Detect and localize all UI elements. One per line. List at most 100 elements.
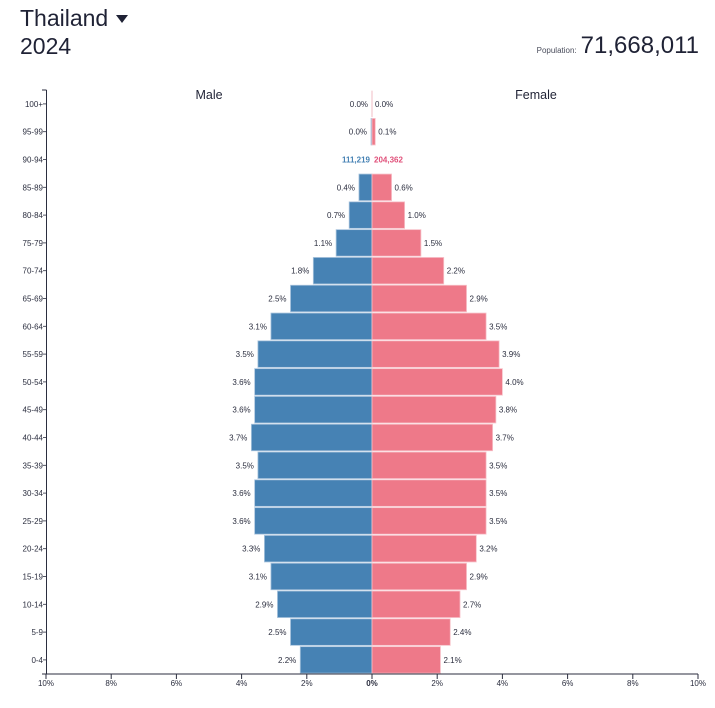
- female-bar[interactable]: [371, 284, 467, 313]
- pyramid-row[interactable]: 2.5% 2.4%: [268, 618, 471, 646]
- age-group-label: 95-99: [23, 128, 44, 137]
- pyramid-row[interactable]: 3.1% 3.5%: [249, 312, 508, 340]
- female-bar[interactable]: [371, 646, 441, 674]
- population-value: 71,668,011: [580, 32, 699, 59]
- male-series-label: Male: [195, 88, 222, 102]
- male-bar[interactable]: [348, 201, 373, 229]
- pyramid-row[interactable]: 2.5% 2.9%: [268, 284, 488, 313]
- female-value-label: 3.8%: [499, 406, 517, 415]
- female-bar[interactable]: [371, 535, 477, 563]
- x-tick-label: 6%: [171, 679, 183, 688]
- female-series-label: Female: [515, 88, 557, 102]
- male-bar[interactable]: [250, 423, 373, 452]
- year-label: 2024: [20, 33, 72, 59]
- female-bar[interactable]: [371, 368, 503, 396]
- pyramid-row[interactable]: 3.6% 3.5%: [232, 479, 507, 507]
- male-bar[interactable]: [299, 646, 373, 674]
- age-group-label: 80-84: [23, 211, 44, 220]
- pyramid-row[interactable]: 3.7% 3.7%: [229, 423, 514, 452]
- pyramid-row[interactable]: 3.6% 3.8%: [232, 396, 517, 424]
- pyramid-row[interactable]: 0.4% 0.6%: [337, 173, 413, 201]
- female-bar[interactable]: [371, 118, 376, 146]
- pyramid-row[interactable]: 3.6% 3.5%: [232, 507, 507, 535]
- female-bar[interactable]: [371, 312, 487, 340]
- age-group-label: 55-59: [23, 350, 44, 359]
- female-bar[interactable]: [371, 618, 451, 646]
- male-value-label: 3.6%: [232, 489, 250, 498]
- male-value-label: 3.5%: [236, 350, 254, 359]
- age-group-label: 10-14: [23, 600, 44, 609]
- pyramid-row[interactable]: 0.7% 1.0%: [327, 201, 426, 229]
- age-group-label: 15-19: [23, 573, 44, 582]
- male-value-label: 3.6%: [232, 517, 250, 526]
- male-value-label: 3.1%: [249, 573, 267, 582]
- pyramid-row[interactable]: 2.2% 2.1%: [278, 646, 462, 674]
- male-bar[interactable]: [335, 229, 373, 257]
- axes-group: 100+ 95-99 90-94 85-89 80-84 75-79 70-74 65-69 6…: [23, 89, 706, 688]
- female-value-label: 1.0%: [408, 211, 426, 220]
- male-bar[interactable]: [254, 396, 373, 424]
- female-value-label: 0.1%: [378, 128, 396, 137]
- male-value-label: 2.5%: [268, 295, 286, 304]
- male-value-label: 1.1%: [314, 239, 332, 248]
- male-bar[interactable]: [257, 451, 373, 479]
- age-group-label: 35-39: [23, 461, 44, 470]
- female-value-label: 204,362: [374, 156, 403, 165]
- age-group-label: 90-94: [23, 156, 44, 165]
- female-value-label: 3.9%: [502, 350, 520, 359]
- population-label: Population:: [536, 46, 577, 55]
- female-bar[interactable]: [371, 340, 500, 368]
- age-group-label: 60-64: [23, 322, 44, 331]
- male-bar[interactable]: [277, 590, 373, 618]
- female-bar[interactable]: [371, 423, 494, 452]
- age-group-label: 25-29: [23, 517, 44, 526]
- pyramid-row[interactable]: 111,219 204,362: [342, 156, 404, 165]
- male-bar[interactable]: [290, 618, 373, 646]
- male-bar[interactable]: [254, 368, 373, 396]
- pyramid-row[interactable]: 3.3% 3.2%: [242, 535, 498, 563]
- pyramid-row[interactable]: 1.8% 2.2%: [291, 257, 465, 285]
- female-bar[interactable]: [371, 507, 487, 535]
- male-value-label: 2.9%: [255, 600, 273, 609]
- population-total: Population: 71,668,011: [537, 32, 699, 60]
- male-bar[interactable]: [312, 257, 373, 285]
- female-value-label: 0.0%: [375, 100, 393, 109]
- pyramid-row[interactable]: 3.5% 3.5%: [236, 451, 508, 479]
- age-group-label: 30-34: [23, 489, 44, 498]
- x-tick-label: 10%: [38, 679, 54, 688]
- pyramid-row[interactable]: 0.0% 0.0%: [350, 90, 393, 118]
- male-bar[interactable]: [254, 507, 373, 535]
- male-bar[interactable]: [254, 479, 373, 507]
- female-bar[interactable]: [371, 201, 405, 229]
- male-bar[interactable]: [270, 562, 373, 591]
- female-bar[interactable]: [371, 451, 487, 479]
- male-bar[interactable]: [270, 312, 373, 340]
- male-bar[interactable]: [257, 340, 373, 368]
- female-bar[interactable]: [371, 173, 392, 201]
- pyramid-row[interactable]: 0.0% 0.1%: [349, 118, 397, 146]
- pyramid-row[interactable]: 3.1% 2.9%: [249, 562, 488, 591]
- pyramid-row[interactable]: 3.5% 3.9%: [236, 340, 521, 368]
- male-bar[interactable]: [264, 535, 373, 563]
- male-value-label: 0.7%: [327, 211, 345, 220]
- pyramid-row[interactable]: 1.1% 1.5%: [314, 229, 442, 257]
- x-tick-label: 8%: [627, 679, 639, 688]
- x-tick-label: 10%: [690, 679, 706, 688]
- age-group-label: 70-74: [23, 267, 44, 276]
- x-tick-label: 8%: [105, 679, 117, 688]
- female-bar[interactable]: [371, 479, 487, 507]
- male-bar[interactable]: [358, 173, 373, 201]
- female-bar[interactable]: [371, 562, 467, 591]
- pyramid-row[interactable]: 2.9% 2.7%: [255, 590, 481, 618]
- male-value-label: 2.5%: [268, 628, 286, 637]
- female-bar[interactable]: [371, 590, 461, 618]
- male-bar[interactable]: [290, 284, 373, 313]
- age-group-label: 20-24: [23, 545, 44, 554]
- caret-down-icon: [116, 14, 129, 23]
- female-bar[interactable]: [371, 229, 422, 257]
- female-bar[interactable]: [371, 257, 445, 285]
- female-bar[interactable]: [371, 396, 497, 424]
- x-tick-label: 2%: [301, 679, 313, 688]
- country-selector[interactable]: Thailand: [20, 4, 129, 32]
- pyramid-row[interactable]: 3.6% 4.0%: [232, 368, 524, 396]
